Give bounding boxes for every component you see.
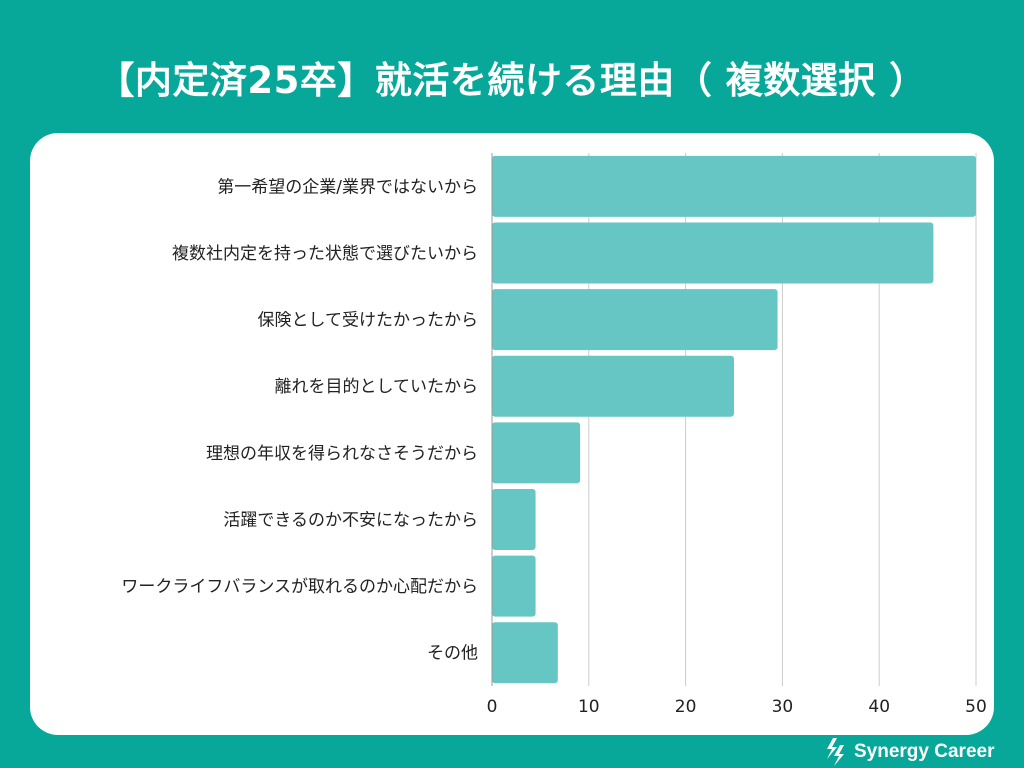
category-label-1: 複数社内定を持った状態で選びたいから — [172, 244, 478, 264]
category-label-0: 第一希望の企業/業界ではないから — [217, 177, 478, 197]
brand-logo-icon — [827, 738, 844, 766]
category-label-6: ワークライフバランスが取れるのか心配だから — [121, 577, 478, 597]
chart-panel: 第一希望の企業/業界ではないから複数社内定を持った状態で選びたいから保険として受… — [30, 133, 994, 735]
bar-4 — [492, 422, 581, 484]
brand-name: Synergy Career — [854, 741, 995, 762]
bar-0 — [492, 155, 976, 217]
x-tick-label-1: 10 — [578, 697, 600, 717]
bar-2 — [492, 289, 778, 351]
category-label-5: 活躍できるのか不安になったから — [223, 510, 478, 530]
bar-6 — [492, 555, 536, 617]
x-tick-label-5: 50 — [965, 697, 987, 717]
bar-1 — [492, 222, 934, 284]
bar-5 — [492, 488, 536, 550]
page-title: 【内定済25卒】就活を続ける理由（ 複数選択 ） — [97, 59, 927, 102]
category-label-4: 理想の年収を得られなさそうだから — [206, 444, 478, 464]
category-label-7: その他 — [427, 644, 478, 664]
bar-3 — [492, 355, 734, 417]
bar-chart: 第一希望の企業/業界ではないから複数社内定を持った状態で選びたいから保険として受… — [121, 153, 987, 717]
brand-logo: Synergy Career — [824, 736, 994, 768]
x-tick-label-0: 0 — [487, 697, 498, 717]
x-tick-label-4: 40 — [868, 697, 890, 717]
x-tick-label-2: 20 — [675, 697, 697, 717]
category-label-2: 保険として受けたかったから — [258, 311, 479, 331]
x-tick-label-3: 30 — [772, 697, 794, 717]
bar-7 — [492, 622, 558, 684]
category-label-3: 離れを目的としていたから — [275, 377, 479, 397]
